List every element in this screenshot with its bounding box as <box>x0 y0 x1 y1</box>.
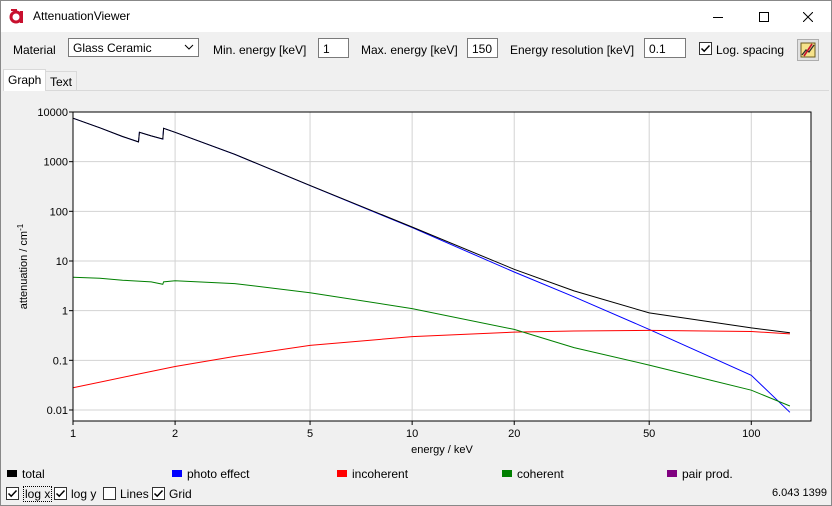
material-select[interactable]: Glass Ceramic <box>68 38 199 57</box>
max-energy-input[interactable]: 150 <box>467 38 498 58</box>
y-tick-label: 0.1 <box>53 355 68 367</box>
legend-item-pair-prod: pair prod. <box>667 467 733 481</box>
series-line-coherent <box>72 276 791 407</box>
grid-label: Grid <box>169 487 192 501</box>
title-bar: AttenuationViewer <box>1 1 831 32</box>
maximize-button[interactable] <box>741 1 787 32</box>
tab-bar: Graph Text <box>1 69 831 91</box>
legend-item-total: total <box>7 467 45 481</box>
min-energy-input[interactable]: 1 <box>318 38 349 58</box>
x-tick-label: 50 <box>643 428 655 440</box>
y-axis-label: attenuation / cm-1 <box>16 223 30 309</box>
chevron-down-icon <box>184 44 194 50</box>
lines-checkbox[interactable] <box>103 487 116 500</box>
x-tick-label: 5 <box>307 428 313 440</box>
app-logo-icon <box>9 9 23 24</box>
log-spacing-label: Log. spacing <box>716 43 785 57</box>
resolution-input[interactable]: 0.1 <box>644 38 686 58</box>
attenuation-chart[interactable]: 1 2 5 10 20 50 100 10000 1000 100 10 1 0.1 0.01 energy… <box>3 91 829 464</box>
checkmark-icon <box>700 44 711 53</box>
legend-label-pair-prod: pair prod. <box>682 467 733 481</box>
legend-swatch-photo-effect <box>172 470 182 477</box>
minimize-icon <box>713 16 723 18</box>
log-x-label: log x <box>23 486 53 502</box>
x-tick-label: 20 <box>508 428 520 440</box>
minimize-button[interactable] <box>695 1 741 32</box>
y-tick-label: 100 <box>50 206 68 218</box>
tab-graph[interactable]: Graph <box>3 69 47 91</box>
legend-label-coherent: coherent <box>517 467 564 481</box>
x-tick-label: 100 <box>742 428 760 440</box>
log-x-checkbox[interactable] <box>6 487 19 500</box>
log-y-checkbox[interactable] <box>54 487 67 500</box>
legend-label-incoherent: incoherent <box>352 467 409 481</box>
lines-label: Lines <box>120 487 149 501</box>
material-select-value: Glass Ceramic <box>73 41 152 55</box>
options-bar: log x log y Lines Grid 6.043 1399 <box>1 483 831 503</box>
series-line-total <box>72 117 790 334</box>
y-tick-label: 0.01 <box>47 405 68 417</box>
tab-graph-label: Graph <box>8 73 42 87</box>
series-line-incoherent <box>72 329 790 389</box>
resolution-value: 0.1 <box>649 42 666 56</box>
x-tick-label: 10 <box>406 428 418 440</box>
legend-swatch-total <box>7 470 17 477</box>
legend-label-photo-effect: photo effect <box>187 467 250 481</box>
window-title: AttenuationViewer <box>33 9 131 23</box>
resolution-label: Energy resolution [keV] <box>510 43 635 57</box>
checkmark-icon <box>153 489 164 498</box>
material-label: Material <box>13 43 56 57</box>
max-energy-value: 150 <box>472 42 493 56</box>
edit-chart-button[interactable] <box>797 39 819 61</box>
plot-frame <box>72 111 812 422</box>
log-spacing-checkbox[interactable] <box>699 42 712 55</box>
close-button[interactable] <box>785 1 831 32</box>
toolbar: Material Glass Ceramic Min. energy [keV]… <box>1 35 831 65</box>
legend-swatch-coherent <box>502 470 512 477</box>
legend-label-total: total <box>22 467 45 481</box>
checkmark-icon <box>55 489 66 498</box>
legend-swatch-pair-prod <box>667 470 677 477</box>
tab-text[interactable]: Text <box>45 71 78 90</box>
y-tick-label: 1 <box>62 306 68 318</box>
x-tick-label: 1 <box>70 428 76 440</box>
pencil-chart-icon <box>800 42 816 58</box>
legend-item-incoherent: incoherent <box>337 467 408 481</box>
grid-checkbox[interactable] <box>152 487 165 500</box>
plot-area <box>73 112 811 421</box>
min-energy-label: Min. energy [keV] <box>213 43 307 57</box>
y-tick-label: 10000 <box>37 107 68 119</box>
close-icon <box>803 11 813 22</box>
checkmark-icon <box>7 489 18 498</box>
legend-swatch-incoherent <box>337 470 347 477</box>
min-energy-value: 1 <box>323 42 330 56</box>
legend-item-coherent: coherent <box>502 467 564 481</box>
y-tick-label: 1000 <box>44 157 68 169</box>
chart-legend: total photo effect incoherent coherent p… <box>1 464 831 482</box>
log-y-label: log y <box>71 487 97 501</box>
y-tick-label: 10 <box>56 256 68 268</box>
x-tick-label: 2 <box>172 428 178 440</box>
x-axis-label: energy / keV <box>411 444 473 456</box>
tab-text-label: Text <box>50 75 73 89</box>
max-energy-label: Max. energy [keV] <box>361 43 458 57</box>
legend-item-photo-effect: photo effect <box>172 467 250 481</box>
status-readout: 6.043 1399 <box>771 487 827 499</box>
graph-panel: 1 2 5 10 20 50 100 10000 1000 100 10 1 0.1 0.01 energy… <box>3 90 829 464</box>
maximize-icon <box>759 11 769 22</box>
